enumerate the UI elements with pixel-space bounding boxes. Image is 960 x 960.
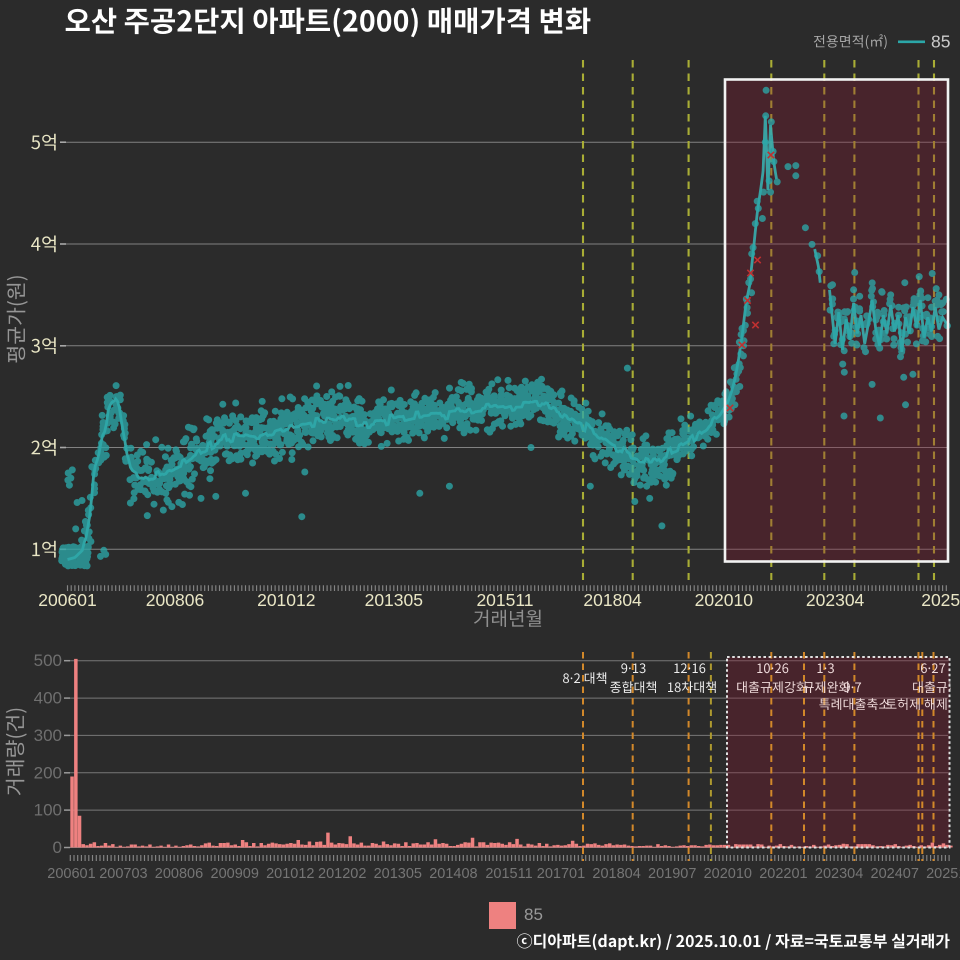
svg-text:2025: 2025 xyxy=(921,590,960,610)
svg-text:85: 85 xyxy=(931,32,950,52)
svg-text:200806: 200806 xyxy=(155,866,203,882)
svg-text:202304: 202304 xyxy=(815,866,863,882)
svg-text:200806: 200806 xyxy=(146,590,204,610)
svg-text:0: 0 xyxy=(53,838,62,857)
svg-text:201804: 201804 xyxy=(583,590,642,610)
svg-text:201804: 201804 xyxy=(592,866,640,882)
svg-text:201305: 201305 xyxy=(365,590,423,610)
svg-text:202010: 202010 xyxy=(695,590,754,610)
svg-text:500: 500 xyxy=(34,651,62,670)
svg-text:200703: 200703 xyxy=(99,866,147,882)
svg-text:201511: 201511 xyxy=(485,866,532,882)
svg-text:201305: 201305 xyxy=(374,866,422,882)
svg-text:201202: 201202 xyxy=(318,866,366,882)
svg-text:100: 100 xyxy=(34,801,62,820)
svg-text:201907: 201907 xyxy=(648,866,696,882)
svg-text:85: 85 xyxy=(524,905,543,924)
svg-text:300: 300 xyxy=(34,726,62,745)
svg-text:202201: 202201 xyxy=(759,866,807,882)
svg-text:201012: 201012 xyxy=(257,590,315,610)
svg-text:202510: 202510 xyxy=(926,866,960,882)
svg-text:202407: 202407 xyxy=(871,866,919,882)
svg-text:202304: 202304 xyxy=(806,590,865,610)
svg-text:201012: 201012 xyxy=(266,866,314,882)
svg-text:201511: 201511 xyxy=(476,590,533,610)
svg-text:200601: 200601 xyxy=(38,590,96,610)
svg-text:200601: 200601 xyxy=(47,866,95,882)
svg-text:202010: 202010 xyxy=(704,866,752,882)
svg-text:201701: 201701 xyxy=(537,866,585,882)
svg-text:200909: 200909 xyxy=(211,866,259,882)
svg-text:400: 400 xyxy=(34,689,62,708)
svg-text:201408: 201408 xyxy=(429,866,477,882)
svg-text:200: 200 xyxy=(34,763,62,782)
